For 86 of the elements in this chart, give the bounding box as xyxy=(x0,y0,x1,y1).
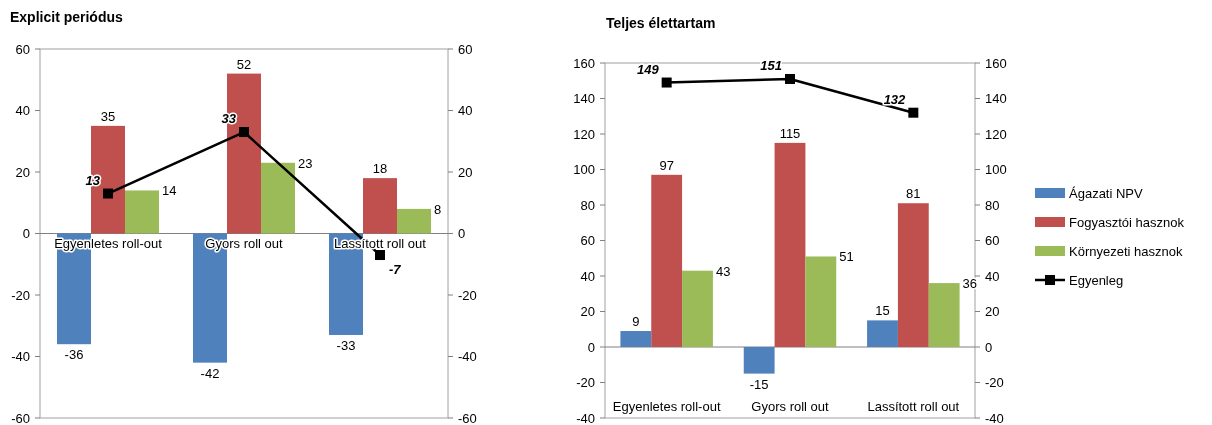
chart-title: Teljes élettartam xyxy=(606,15,716,31)
x-tick-label: Lassított roll out xyxy=(867,399,960,414)
x-tick-label: Gyors roll out xyxy=(751,399,830,414)
y2-tick-label: 0 xyxy=(985,339,993,355)
data-label: 18 xyxy=(372,161,388,177)
data-label: 8 xyxy=(434,201,442,217)
data-label: 9 xyxy=(632,314,640,330)
y-tick-label: 80 xyxy=(580,197,595,213)
point xyxy=(103,188,113,199)
chart-title: Explicit periódus xyxy=(10,9,124,25)
y-tick-label: 40 xyxy=(580,268,595,284)
data-label: -33 xyxy=(336,337,356,353)
bar xyxy=(397,208,431,234)
point xyxy=(908,107,919,118)
y2-tick-label: -40 xyxy=(458,349,477,365)
bar xyxy=(928,283,960,347)
y-tick-label: 120 xyxy=(573,126,595,142)
data-label: 23 xyxy=(298,155,313,171)
y2-tick-label: 40 xyxy=(458,103,473,119)
y2-tick-label: 120 xyxy=(985,126,1007,142)
x-tick-label: Egyenletes roll-out xyxy=(612,399,721,414)
y2-tick-label: 80 xyxy=(985,197,1000,213)
y2-tick-label: 100 xyxy=(985,162,1007,178)
legend-label: Környezeti hasznok xyxy=(1069,243,1183,259)
data-label: 149 xyxy=(636,61,660,77)
data-label: 81 xyxy=(906,186,921,202)
data-label: 132 xyxy=(883,91,907,107)
y-tick-label: -20 xyxy=(576,375,595,391)
legend-label: Egyenleg xyxy=(1069,272,1124,288)
data-label: -15 xyxy=(749,376,769,392)
bar xyxy=(867,320,898,347)
y-tick-label: -60 xyxy=(11,410,30,425)
legend-label: Fogyasztói hasznok xyxy=(1069,214,1185,230)
y-tick-label: 60 xyxy=(15,41,30,57)
y2-tick-label: -20 xyxy=(458,287,477,303)
bar xyxy=(774,142,806,347)
y2-tick-label: 0 xyxy=(458,226,466,242)
y-tick-label: -40 xyxy=(11,349,30,365)
bar xyxy=(743,347,775,374)
y2-tick-label: 60 xyxy=(985,233,1000,249)
y2-tick-label: 140 xyxy=(985,91,1007,107)
point xyxy=(785,73,795,84)
y2-tick-label: -60 xyxy=(458,410,477,425)
data-label: 51 xyxy=(839,249,854,265)
point xyxy=(661,77,672,88)
y-tick-label: 60 xyxy=(580,233,595,249)
bar xyxy=(620,331,652,347)
y-tick-label: 160 xyxy=(573,55,595,71)
data-label: 52 xyxy=(236,56,252,72)
bar xyxy=(261,162,295,234)
y2-tick-label: 160 xyxy=(985,55,1007,71)
data-label: 35 xyxy=(100,108,116,124)
y2-tick-label: -40 xyxy=(985,410,1004,425)
point xyxy=(239,127,249,138)
y2-tick-label: 20 xyxy=(458,164,473,180)
legend-label: Ágazati NPV xyxy=(1069,185,1144,201)
bar xyxy=(682,270,713,347)
y-tick-label: -40 xyxy=(576,410,595,425)
bar xyxy=(897,203,929,347)
y2-tick-label: 60 xyxy=(458,41,473,57)
point xyxy=(375,250,385,261)
bar xyxy=(651,174,683,347)
data-label: -36 xyxy=(64,347,84,363)
data-label: -7 xyxy=(389,262,402,278)
data-label: 15 xyxy=(875,303,890,319)
y-tick-label: 20 xyxy=(580,304,595,320)
y-tick-label: 0 xyxy=(587,339,595,355)
y2-tick-label: 40 xyxy=(985,268,1000,284)
y-tick-label: 100 xyxy=(573,162,595,178)
bar xyxy=(125,190,159,234)
data-label: 97 xyxy=(659,157,674,173)
data-label: -42 xyxy=(200,365,220,381)
y-tick-label: 40 xyxy=(15,103,30,119)
y-tick-label: 140 xyxy=(573,91,595,107)
y2-tick-label: 20 xyxy=(985,304,1000,320)
data-label: 14 xyxy=(162,183,177,199)
y-tick-label: 20 xyxy=(15,164,30,180)
bar xyxy=(805,256,837,347)
y-tick-label: 0 xyxy=(22,226,30,242)
data-label: 151 xyxy=(760,57,782,73)
y-tick-label: -20 xyxy=(11,287,30,303)
data-label: 43 xyxy=(715,263,731,279)
y2-tick-label: -20 xyxy=(985,375,1004,391)
data-label: 115 xyxy=(779,125,801,141)
bar xyxy=(363,178,397,234)
data-label: 36 xyxy=(962,276,978,292)
